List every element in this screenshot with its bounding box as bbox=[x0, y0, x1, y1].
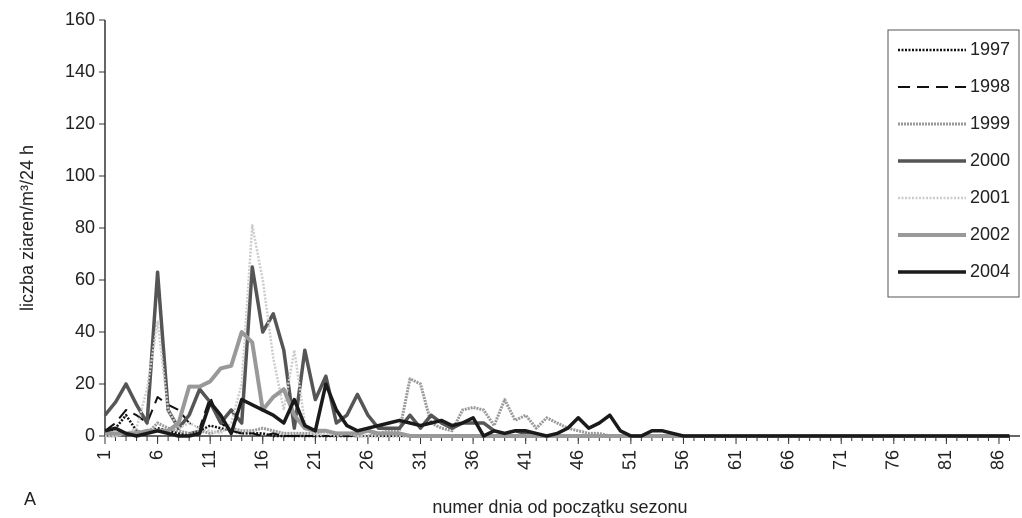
y-tick-label: 80 bbox=[75, 217, 95, 237]
x-tick-label: 46 bbox=[567, 450, 587, 470]
panel-label: A bbox=[24, 489, 36, 509]
x-tick-label: 41 bbox=[514, 450, 534, 470]
y-tick-label: 0 bbox=[85, 425, 95, 445]
x-tick-label: 1 bbox=[94, 450, 114, 460]
x-tick-label: 76 bbox=[883, 450, 903, 470]
x-tick-label: 61 bbox=[725, 450, 745, 470]
x-tick-label: 56 bbox=[672, 450, 692, 470]
y-tick-label: 160 bbox=[65, 9, 95, 29]
x-tick-label: 16 bbox=[252, 450, 272, 470]
x-tick-label: 21 bbox=[304, 450, 324, 470]
x-axis-title: numer dnia od początku sezonu bbox=[432, 497, 687, 517]
series-line bbox=[104, 382, 1010, 438]
x-tick-label: 26 bbox=[357, 450, 377, 470]
x-tick-label: 31 bbox=[409, 450, 429, 470]
x-tick-label: 81 bbox=[935, 450, 955, 470]
y-tick-label: 100 bbox=[65, 165, 95, 185]
legend-box bbox=[887, 29, 1020, 298]
legend-label: 2004 bbox=[970, 261, 1010, 281]
y-tick-label: 120 bbox=[65, 113, 95, 133]
x-tick-label: 6 bbox=[146, 450, 166, 460]
y-tick-label: 140 bbox=[65, 61, 95, 81]
x-tick-label: 71 bbox=[830, 450, 850, 470]
legend-label: 2000 bbox=[970, 150, 1010, 170]
series-line bbox=[103, 265, 1010, 438]
y-tick-label: 60 bbox=[75, 269, 95, 289]
legend-label: 1997 bbox=[970, 39, 1010, 59]
y-axis-title: liczba ziaren/m³/24 h bbox=[17, 145, 37, 311]
legend-label: 2002 bbox=[970, 224, 1010, 244]
legend-label: 2001 bbox=[970, 187, 1010, 207]
legend-label: 1998 bbox=[970, 76, 1010, 96]
x-tick-label: 36 bbox=[462, 450, 482, 470]
x-tick-label: 86 bbox=[988, 450, 1008, 470]
legend-label: 1999 bbox=[970, 113, 1010, 133]
x-tick-label: 66 bbox=[777, 450, 797, 470]
x-tick-label: 11 bbox=[199, 450, 219, 469]
y-tick-label: 20 bbox=[75, 373, 95, 393]
x-tick-label: 51 bbox=[620, 450, 640, 470]
y-tick-label: 40 bbox=[75, 321, 95, 341]
